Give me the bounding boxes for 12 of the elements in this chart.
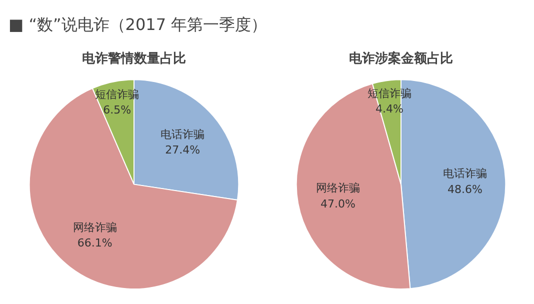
- chart-title: 电诈警情数量占比: [82, 52, 186, 66]
- slice-label: 网络诈骗: [72, 221, 117, 234]
- text: ■ “数”说电诈（2017 年第一季度）: [8, 15, 268, 34]
- chart-title: 电诈涉案金额占比: [349, 50, 453, 66]
- slice-label: 电话诈骗: [160, 128, 205, 141]
- data-label: 48.6%: [448, 182, 482, 196]
- slice-label: 电话诈骗: [443, 167, 488, 180]
- data-label: 47.0%: [320, 197, 356, 210]
- data-label: 66.1%: [77, 236, 112, 250]
- data-label: 27.4%: [165, 144, 200, 157]
- data-label: 6.5%: [103, 104, 132, 117]
- slice-label: 网络诈骗: [316, 182, 360, 195]
